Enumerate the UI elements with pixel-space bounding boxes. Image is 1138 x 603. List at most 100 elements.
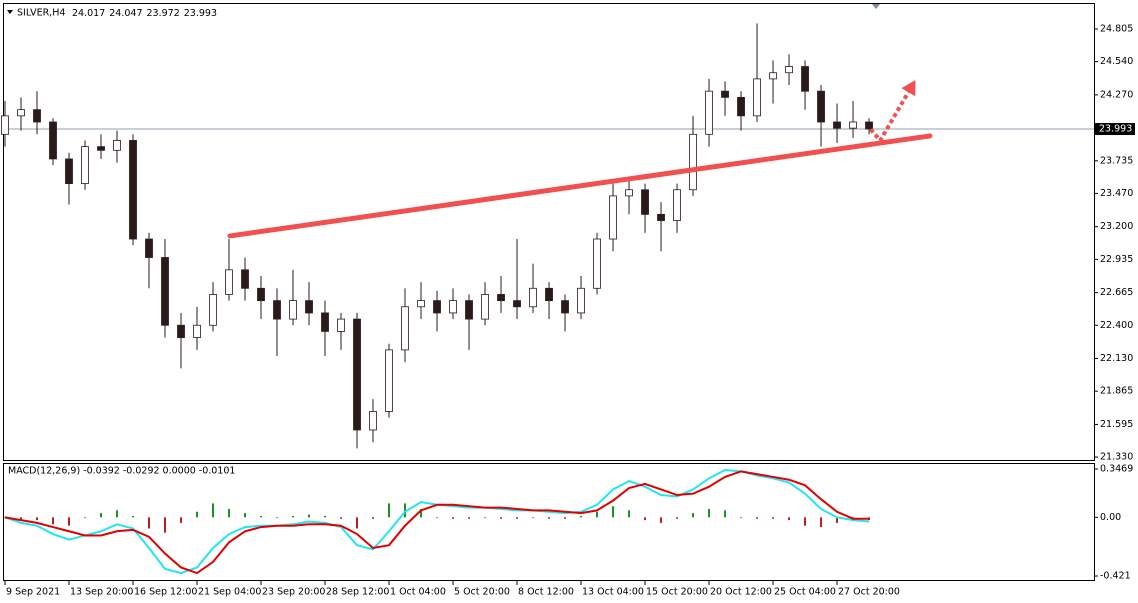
ohlc-value: 24.017 (72, 8, 105, 19)
forecast-arrow-head (901, 80, 916, 97)
histogram-bar (196, 511, 199, 518)
histogram-bar (340, 517, 343, 519)
histogram-bar (804, 517, 807, 526)
last-price-label: 23.993 (1099, 124, 1132, 135)
candle-body (449, 300, 457, 314)
candle-body (241, 269, 249, 289)
candle-body (593, 238, 601, 289)
histogram-bar (164, 517, 167, 533)
histogram-bar (36, 517, 39, 521)
histogram-bar (612, 506, 615, 518)
candle-body (97, 146, 105, 151)
histogram-bar (516, 517, 519, 519)
histogram-bar (68, 517, 71, 526)
y-tick-label: 0.3469 (1100, 464, 1133, 475)
forecast-arrow (869, 91, 911, 144)
x-tick-label: 5 Oct 20:00 (454, 587, 510, 598)
candle-body (209, 294, 217, 326)
histogram-bar (692, 513, 695, 518)
candle-body (513, 300, 521, 308)
histogram-bar (548, 517, 551, 519)
y-tick-label: 24.270 (1100, 89, 1133, 100)
candle-body (433, 300, 441, 314)
histogram-bar (484, 517, 487, 519)
candle-body (641, 189, 649, 215)
histogram-bar (772, 517, 775, 519)
candle-body (113, 140, 121, 151)
y-tick-label: 23.470 (1100, 188, 1133, 199)
candle-body (225, 269, 233, 295)
y-tick-label: 22.935 (1100, 254, 1133, 265)
candle-body (529, 287, 537, 308)
candle-body (577, 287, 585, 314)
x-tick-label: 21 Sep 04:00 (198, 587, 261, 598)
histogram-bar (372, 517, 375, 519)
candle-body (673, 189, 681, 221)
candle-body (161, 257, 169, 326)
histogram-bar (500, 517, 503, 519)
candle-body (369, 411, 377, 431)
candle-body (257, 287, 265, 302)
candle-body (609, 195, 617, 240)
candle-body (497, 294, 505, 302)
candle-body (769, 72, 777, 80)
histogram-bar (644, 517, 647, 521)
candle-body (721, 90, 729, 98)
y-tick-label: 21.865 (1100, 386, 1133, 397)
histogram-bar (260, 515, 263, 518)
y-tick-label: 22.665 (1100, 287, 1133, 298)
histogram-bar (244, 513, 247, 518)
symbol-menu (7, 10, 13, 14)
x-tick-label: 25 Oct 04:00 (774, 587, 836, 598)
histogram-bar (580, 515, 583, 518)
candle-body (49, 121, 57, 160)
candle-body (353, 318, 361, 431)
histogram-bar (420, 508, 423, 518)
candle-body (865, 121, 873, 130)
price-panel-frame (3, 3, 1095, 461)
histogram-bar (724, 510, 727, 518)
y-tick-label: 24.540 (1100, 56, 1133, 67)
histogram-bar (404, 503, 407, 518)
histogram-bar (180, 517, 183, 523)
ohlc-value: 23.993 (184, 8, 217, 19)
x-tick-label: 16 Sep 12:00 (134, 587, 197, 598)
histogram-bar (836, 517, 839, 523)
candle-body (81, 146, 89, 184)
histogram-bar (436, 517, 439, 519)
candle-body (625, 189, 633, 197)
histogram-bar (212, 503, 215, 518)
histogram-bar (356, 517, 359, 529)
histogram-bar (52, 517, 55, 525)
histogram-bar (756, 517, 759, 519)
candle-body (17, 109, 25, 117)
histogram-bar (596, 511, 599, 518)
histogram-bar (532, 517, 535, 519)
candle-body (849, 121, 857, 129)
candle-body (273, 300, 281, 320)
histogram-bar (708, 508, 711, 518)
y-tick-label: 0.00 (1100, 512, 1121, 523)
histogram-bar (292, 515, 295, 518)
histogram-bar (324, 515, 327, 518)
x-tick-label: 13 Sep 20:00 (70, 587, 133, 598)
histogram-bar (628, 510, 631, 518)
candle-body (337, 318, 345, 332)
candle-body (801, 66, 809, 92)
histogram-bar (820, 517, 823, 528)
histogram-bar (308, 514, 311, 518)
macd-panel-frame (3, 463, 1095, 581)
histogram-bar (388, 503, 391, 518)
histogram-bar (276, 517, 279, 519)
histogram-bar (788, 517, 791, 521)
y-tick-label: 24.805 (1100, 23, 1133, 34)
candle-body (65, 158, 73, 184)
x-tick-label: 23 Sep 20:00 (262, 587, 325, 598)
x-tick-label: 13 Oct 04:00 (582, 587, 644, 598)
candle-body (545, 287, 553, 302)
candle-body (1, 115, 9, 135)
macd-line (4, 470, 870, 575)
candle-body (561, 300, 569, 314)
